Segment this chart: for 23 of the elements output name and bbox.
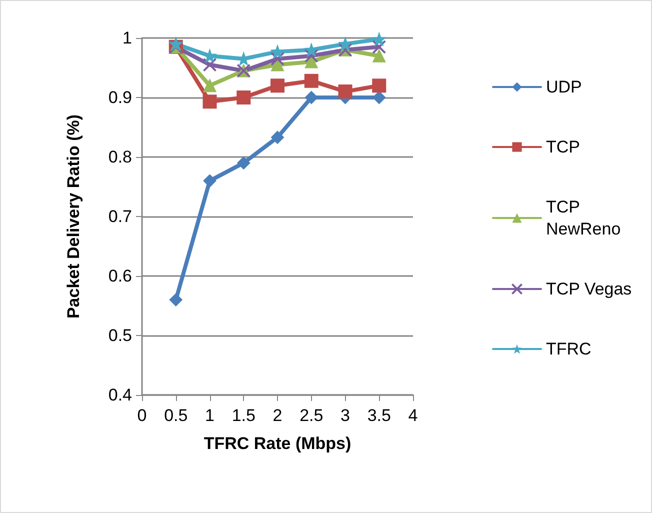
legend-label: TCP NewReno: [546, 198, 621, 238]
y-tick-label: 0.4: [108, 386, 132, 404]
x-tick-label: 3: [340, 406, 350, 425]
x-tick-label: 4: [408, 406, 418, 425]
y-axis-title: Packet Delivery Ratio (%): [64, 114, 83, 319]
y-tick-label: 1: [122, 28, 132, 48]
y-tick-label: 0.7: [108, 207, 132, 226]
x-tick-label: 3.5: [367, 406, 391, 425]
x-tick-label: 2.5: [300, 406, 324, 425]
legend-label: TCP Vegas: [546, 280, 632, 298]
x-tick-label: 1.5: [232, 406, 256, 425]
x-tick-label: 2: [272, 406, 282, 425]
y-tick-label: 0.8: [108, 148, 132, 166]
y-tick-label: 0.9: [108, 88, 132, 107]
y-tick-label: 0.6: [108, 266, 132, 286]
x-tick-label: 0.5: [164, 406, 188, 425]
legend-label: TFRC: [546, 340, 592, 358]
x-tick-label: 0: [137, 406, 147, 425]
x-tick-label: 1: [205, 406, 214, 425]
legend-label: UDP: [546, 78, 582, 96]
legend-label: TCP: [546, 138, 580, 156]
x-axis-title: TFRC Rate (Mbps): [204, 434, 352, 453]
y-tick-label: 0.5: [108, 326, 132, 345]
